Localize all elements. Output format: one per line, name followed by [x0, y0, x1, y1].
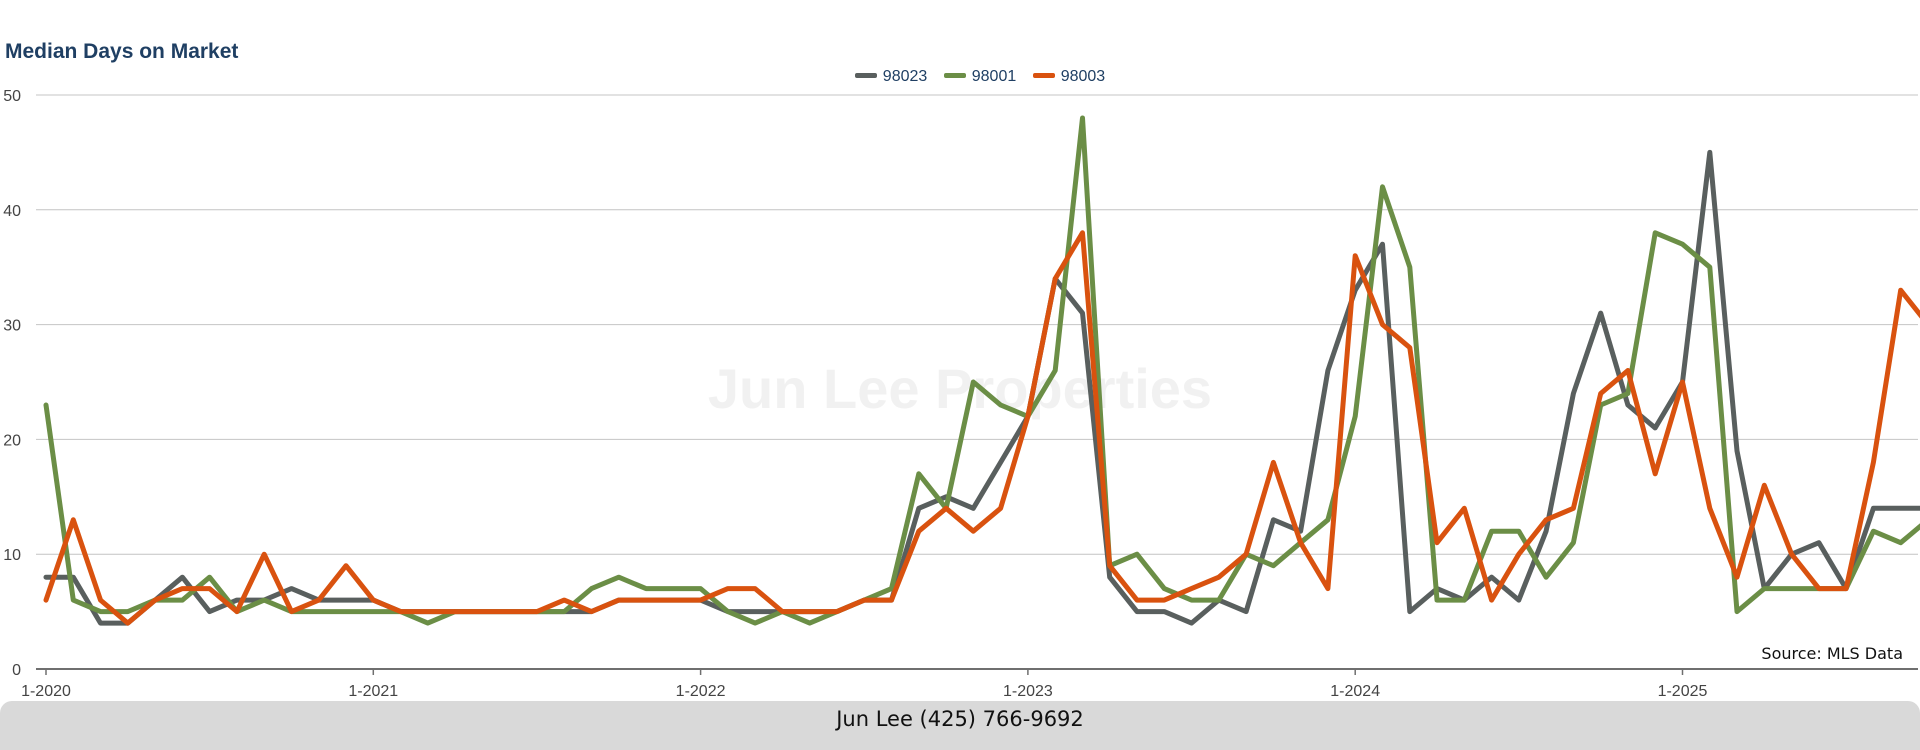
legend-label-2: 98001 — [971, 68, 1017, 85]
legend-swatch-3 — [1032, 73, 1055, 79]
x-tick-label: 1-2023 — [1003, 683, 1053, 700]
legend-swatch-2 — [943, 73, 966, 79]
y-tick-label: 10 — [3, 547, 21, 564]
x-tick-label: 1-2024 — [1330, 683, 1380, 700]
chart-title: Median Days on Market — [5, 40, 239, 63]
y-tick-label: 40 — [3, 203, 21, 220]
y-tick-label: 20 — [3, 432, 21, 449]
x-axis: 1-2020 1-2021 1-2022 1-2023 1-2024 1-2025 — [21, 669, 1708, 700]
legend-item-2[interactable]: 98001 — [943, 68, 1017, 86]
series-lines — [43, 115, 1920, 626]
y-tick-label: 30 — [3, 318, 21, 335]
series-line-98001[interactable] — [43, 115, 1920, 626]
y-tick-label: 50 — [3, 88, 21, 105]
footer-contact: Jun Lee (425) 766-9692 — [836, 707, 1084, 731]
series-line-98003[interactable] — [43, 230, 1920, 626]
footer-bar — [0, 701, 1920, 750]
x-tick-label: 1-2022 — [676, 683, 726, 700]
y-axis: 0 10 20 30 40 50 — [3, 88, 21, 679]
legend-item-1[interactable]: 98023 — [854, 68, 928, 86]
x-tick-label: 1-2021 — [348, 683, 398, 700]
source-note: Source: MLS Data — [1761, 644, 1903, 663]
watermark: Jun Lee Properties — [708, 357, 1212, 420]
series-line-98023[interactable] — [43, 149, 1920, 626]
legend-label-3: 98003 — [1060, 68, 1106, 85]
y-tick-label: 0 — [12, 662, 21, 679]
legend-swatch-1 — [854, 73, 877, 79]
legend-item-3[interactable]: 98003 — [1032, 68, 1106, 86]
legend: 98023 98001 98003 — [0, 68, 1920, 86]
grid-lines — [36, 94, 1918, 670]
x-tick-label: 1-2020 — [21, 683, 71, 700]
x-tick-label: 1-2025 — [1658, 683, 1708, 700]
legend-label-1: 98023 — [882, 68, 928, 85]
